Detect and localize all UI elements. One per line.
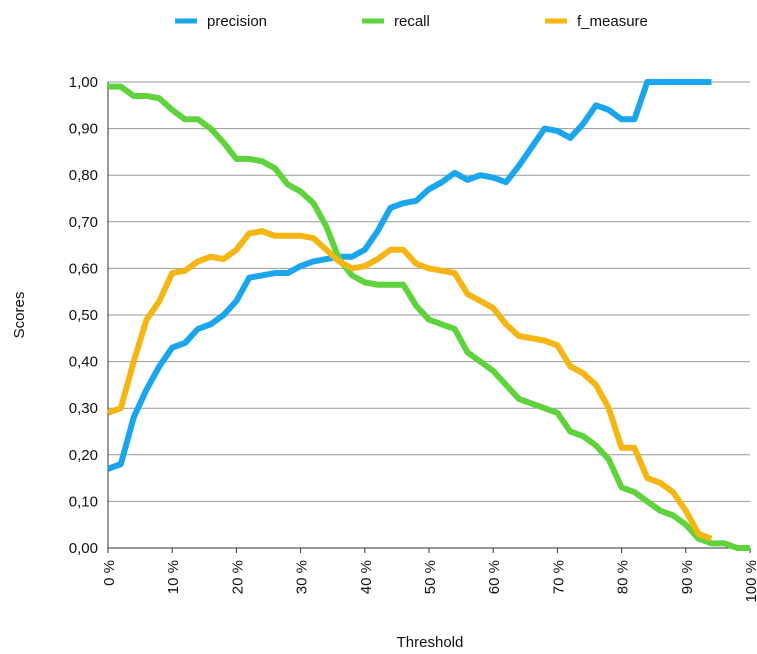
legend-label: recall <box>394 13 430 30</box>
x-tick-label: 30 % <box>294 560 311 594</box>
y-tick-label: 0,80 <box>69 167 98 184</box>
y-tick-label: 0,30 <box>69 400 98 417</box>
x-tick-label: 0 % <box>101 560 118 586</box>
x-tick-label: 40 % <box>358 560 375 594</box>
x-tick-label: 50 % <box>422 560 439 594</box>
legend-label: f_measure <box>577 13 648 30</box>
y-axis-label: Scores <box>11 292 28 339</box>
x-tick-label: 70 % <box>550 560 567 594</box>
y-tick-label: 0,00 <box>69 540 98 557</box>
y-tick-label: 0,90 <box>69 121 98 138</box>
series-line <box>108 83 750 551</box>
y-tick-label: 0,10 <box>69 493 98 510</box>
y-tick-label: 0,40 <box>69 354 98 371</box>
y-tick-label: 0,60 <box>69 260 98 277</box>
y-tick-label: 0,70 <box>69 214 98 231</box>
x-tick-label: 80 % <box>615 560 632 594</box>
x-axis-label: Threshold <box>397 634 464 651</box>
y-tick-label: 0,20 <box>69 447 98 464</box>
x-tick-label: 60 % <box>486 560 503 594</box>
x-tick-label: 20 % <box>229 560 246 594</box>
x-tick-label: 100 % <box>743 560 757 603</box>
legend-label: precision <box>207 13 267 30</box>
y-tick-label: 0,50 <box>69 307 98 324</box>
y-tick-label: 1,00 <box>69 74 98 91</box>
x-tick-label: 10 % <box>165 560 182 594</box>
x-tick-label: 90 % <box>679 560 696 594</box>
series-line <box>106 79 712 472</box>
series-line <box>106 228 713 542</box>
